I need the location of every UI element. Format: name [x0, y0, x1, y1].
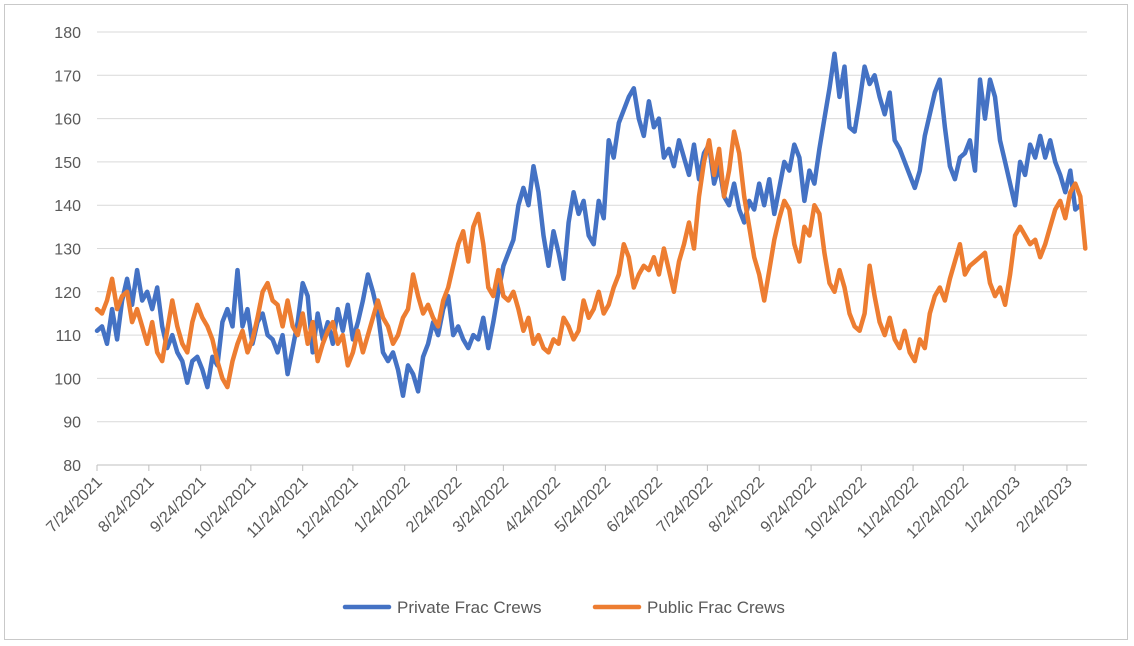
legend-label-public-frac-crews: Public Frac Crews — [647, 598, 785, 617]
y-tick-label: 100 — [54, 371, 81, 388]
series-lines — [94, 51, 1088, 398]
y-tick-label: 170 — [54, 68, 81, 85]
series-line-public-frac-crews — [94, 129, 1088, 390]
y-tick-label: 80 — [63, 458, 81, 475]
x-tick-label: 7/24/2021 — [43, 474, 105, 536]
y-tick-label: 110 — [55, 328, 81, 345]
y-tick-label: 90 — [63, 415, 81, 432]
y-tick-label: 120 — [54, 285, 81, 302]
x-axis: 7/24/20218/24/20219/24/202110/24/202111/… — [43, 464, 1087, 542]
legend: Private Frac Crews Public Frac Crews — [342, 598, 785, 617]
y-tick-label: 140 — [54, 198, 81, 215]
x-tick-label: 1/24/2022 — [351, 474, 413, 536]
y-tick-label: 160 — [54, 112, 81, 129]
y-axis-tick-labels: 80 90 100 110 120 130 140 150 160 170 180 — [54, 25, 81, 475]
x-tick-label: 8/24/2022 — [706, 474, 768, 536]
x-tick-label: 8/24/2021 — [95, 474, 157, 536]
y-tick-label: 150 — [54, 155, 81, 172]
gridlines — [97, 31, 1087, 423]
x-tick-label: 2/24/2023 — [1013, 474, 1075, 536]
x-tick-label: 1/24/2023 — [962, 474, 1024, 536]
y-tick-label: 130 — [54, 242, 81, 259]
y-tick-label: 180 — [54, 25, 81, 42]
legend-label-private-frac-crews: Private Frac Crews — [397, 598, 542, 617]
series-line-private-frac-crews — [94, 51, 1083, 398]
